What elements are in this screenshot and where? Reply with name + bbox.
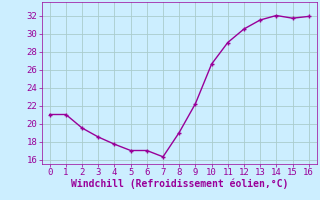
X-axis label: Windchill (Refroidissement éolien,°C): Windchill (Refroidissement éolien,°C) bbox=[70, 179, 288, 189]
